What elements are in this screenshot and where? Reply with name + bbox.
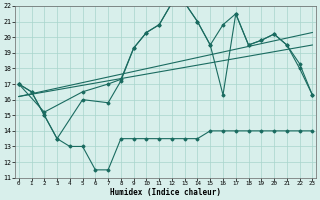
X-axis label: Humidex (Indice chaleur): Humidex (Indice chaleur) [110,188,221,197]
